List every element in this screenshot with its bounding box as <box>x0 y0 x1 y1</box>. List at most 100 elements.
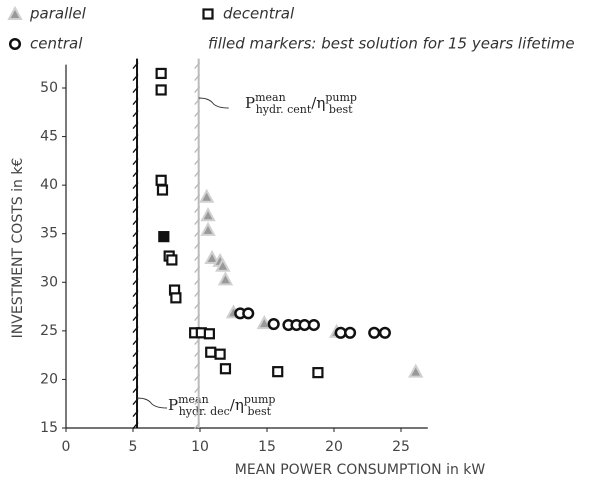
square-marker <box>312 367 324 379</box>
y-tick-label: 20 <box>40 371 58 387</box>
hatch <box>132 62 139 69</box>
hatch <box>194 314 201 321</box>
hatch <box>132 170 139 177</box>
hatch <box>132 386 139 393</box>
square-marker <box>214 348 226 360</box>
triangle-marker <box>215 257 231 272</box>
y-tick-label: 50 <box>40 80 58 96</box>
hatch <box>194 134 201 141</box>
label-part: mean <box>178 393 209 406</box>
hatch <box>194 410 201 417</box>
hatch <box>194 182 201 189</box>
x-tick-label: 0 <box>62 439 71 455</box>
limit-label: Pmean hydr. dec/ηpump best <box>168 393 275 418</box>
label-part: η <box>235 396 244 414</box>
hatch <box>194 158 201 165</box>
hatch <box>194 86 201 93</box>
label-part: P <box>168 396 178 414</box>
limit-label: Pmean hydr. cent/ηpump best <box>245 91 357 116</box>
y-tick-label: 30 <box>40 274 58 290</box>
hatch <box>194 206 201 213</box>
x-tick-label: 10 <box>191 439 209 455</box>
triangle-marker <box>199 188 215 203</box>
triangle-marker <box>217 271 234 286</box>
hatch <box>132 230 139 237</box>
hatch <box>194 362 201 369</box>
square-marker <box>166 254 178 266</box>
label-part: η <box>316 94 325 112</box>
hatch <box>132 398 139 405</box>
hatch <box>194 422 201 429</box>
square-marker <box>155 84 167 96</box>
leader <box>137 397 168 409</box>
hatch <box>194 110 201 117</box>
y-tick-label: 40 <box>40 177 58 193</box>
hatch <box>132 350 139 357</box>
hatch <box>194 230 201 237</box>
label-part: best <box>329 103 353 116</box>
hatch <box>132 134 139 141</box>
circle-marker <box>368 326 381 339</box>
square-marker <box>203 328 215 340</box>
x-tick-label: 15 <box>258 439 276 455</box>
circle-marker <box>344 326 357 339</box>
triangle-marker <box>7 5 23 20</box>
triangle-marker <box>408 363 424 378</box>
hatch <box>132 254 139 261</box>
hatch <box>132 278 139 285</box>
hatch <box>194 98 201 105</box>
square-marker <box>202 8 214 20</box>
hatch <box>132 98 139 105</box>
leader <box>198 97 229 109</box>
square-marker <box>272 366 284 378</box>
circle-marker <box>242 307 255 320</box>
legend-label: central <box>30 35 83 53</box>
y-tick-label: 45 <box>40 129 58 145</box>
hatch <box>132 110 139 117</box>
legend-label: parallel <box>29 5 87 23</box>
limit-line <box>194 58 201 429</box>
hatch <box>194 386 201 393</box>
x-axis-label: MEAN POWER CONSUMPTION in kW <box>235 462 486 478</box>
label-part: P <box>245 94 255 112</box>
square-marker <box>219 363 232 375</box>
hatch <box>132 122 139 129</box>
hatch <box>132 422 139 429</box>
y-tick-label: 15 <box>40 420 58 436</box>
hatch <box>132 290 139 297</box>
hatch <box>132 302 139 309</box>
y-tick-label: 25 <box>40 323 58 339</box>
x-tick-label: 5 <box>129 439 138 455</box>
circle-marker <box>378 326 391 339</box>
hatch <box>194 374 201 381</box>
hatch <box>132 326 139 333</box>
x-tick-label: 25 <box>392 439 410 455</box>
legend-label: decentral <box>223 5 295 23</box>
circle-marker <box>307 318 320 332</box>
square-marker <box>155 174 167 186</box>
hatch <box>194 254 201 261</box>
label-part: mean <box>255 91 286 104</box>
hatch <box>194 350 201 357</box>
label-part: hydr. dec <box>179 405 230 418</box>
hatch <box>132 194 139 201</box>
circle-marker <box>8 37 22 51</box>
label-part: hydr. cent <box>256 103 312 116</box>
hatch <box>132 146 139 153</box>
hatch <box>132 74 139 81</box>
circle-marker <box>267 318 280 331</box>
hatch <box>194 290 201 297</box>
label-part: pump <box>325 91 357 104</box>
legend-note: filled markers: best solution for 15 yea… <box>208 35 575 53</box>
square-marker <box>155 67 167 80</box>
square-marker <box>156 184 169 196</box>
hatch <box>194 74 201 81</box>
hatch <box>194 194 201 201</box>
hatch <box>194 170 201 177</box>
triangle-marker <box>204 249 220 265</box>
hatch <box>194 266 201 273</box>
hatch <box>194 146 201 153</box>
hatch <box>194 398 201 405</box>
hatch <box>194 242 201 249</box>
